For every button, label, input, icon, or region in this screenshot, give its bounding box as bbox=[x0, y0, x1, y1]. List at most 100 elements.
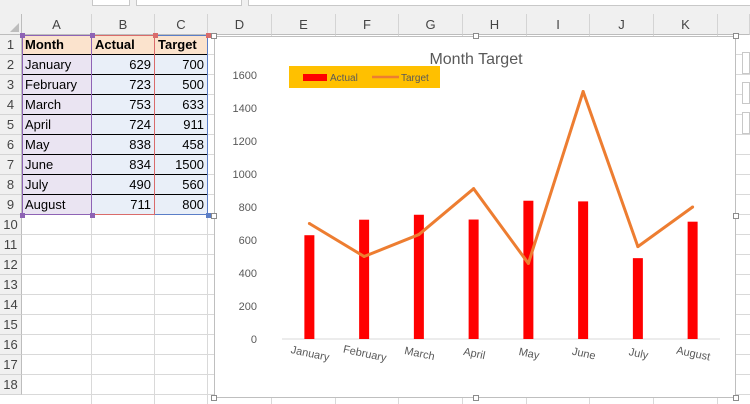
column-header-d[interactable]: D bbox=[208, 14, 272, 35]
y-tick-label: 1400 bbox=[233, 103, 257, 115]
month-cell[interactable]: August bbox=[22, 195, 92, 215]
side-control[interactable] bbox=[742, 52, 750, 74]
actual-value-cell[interactable]: 629 bbox=[92, 55, 155, 75]
side-control[interactable] bbox=[742, 82, 750, 104]
target-value-cell[interactable]: 500 bbox=[155, 75, 208, 95]
target-point-february[interactable] bbox=[362, 255, 366, 258]
month-cell[interactable]: March bbox=[22, 95, 92, 115]
target-point-march[interactable] bbox=[417, 233, 421, 237]
row-header-17[interactable]: 17 bbox=[0, 355, 22, 375]
actual-value-cell[interactable]: 753 bbox=[92, 95, 155, 115]
target-value-cell[interactable]: 633 bbox=[155, 95, 208, 115]
bar-actual-january[interactable] bbox=[304, 235, 315, 339]
target-value-cell[interactable]: 1500 bbox=[155, 155, 208, 175]
row-header-18[interactable]: 18 bbox=[0, 375, 22, 395]
month-cell[interactable]: July bbox=[22, 175, 92, 195]
target-value-cell[interactable]: 560 bbox=[155, 175, 208, 195]
row-header-8[interactable]: 8 bbox=[0, 175, 22, 195]
x-tick-label: May bbox=[518, 346, 541, 362]
chart-resize-handle[interactable] bbox=[211, 213, 217, 219]
actual-value-cell[interactable]: 838 bbox=[92, 135, 155, 155]
header-cell-month[interactable]: Month bbox=[22, 35, 92, 55]
row-header-10[interactable]: 10 bbox=[0, 215, 22, 235]
chart-resize-handle[interactable] bbox=[733, 33, 739, 39]
column-header-g[interactable]: G bbox=[399, 14, 463, 35]
formula-controls-edge[interactable] bbox=[136, 0, 242, 6]
row-header-4[interactable]: 4 bbox=[0, 95, 22, 115]
column-header-e[interactable]: E bbox=[272, 14, 336, 35]
target-point-august[interactable] bbox=[691, 205, 695, 209]
bar-actual-august[interactable] bbox=[687, 221, 698, 339]
y-tick-label: 400 bbox=[239, 268, 257, 280]
row-header-16[interactable]: 16 bbox=[0, 335, 22, 355]
row-header-15[interactable]: 15 bbox=[0, 315, 22, 335]
row-header-11[interactable]: 11 bbox=[0, 235, 22, 255]
row-header-2[interactable]: 2 bbox=[0, 55, 22, 75]
chart-resize-handle[interactable] bbox=[211, 33, 217, 39]
row-header-7[interactable]: 7 bbox=[0, 155, 22, 175]
side-control[interactable] bbox=[742, 112, 750, 134]
header-cell-target[interactable]: Target bbox=[155, 35, 208, 55]
y-tick-label: 0 bbox=[251, 334, 257, 346]
actual-value-cell[interactable]: 723 bbox=[92, 75, 155, 95]
column-header-k[interactable]: K bbox=[654, 14, 718, 35]
target-value-cell[interactable]: 458 bbox=[155, 135, 208, 155]
column-header-f[interactable]: F bbox=[336, 14, 399, 35]
month-cell[interactable]: May bbox=[22, 135, 92, 155]
actual-value-cell[interactable]: 490 bbox=[92, 175, 155, 195]
bar-actual-may[interactable] bbox=[523, 200, 534, 339]
row-header-12[interactable]: 12 bbox=[0, 255, 22, 275]
chart-resize-handle[interactable] bbox=[733, 395, 739, 401]
target-point-may[interactable] bbox=[526, 261, 530, 265]
column-header-h[interactable]: H bbox=[463, 14, 527, 35]
target-value-cell[interactable]: 800 bbox=[155, 195, 208, 215]
row-header-14[interactable]: 14 bbox=[0, 295, 22, 315]
chart-legend[interactable]: Actual Target bbox=[289, 66, 440, 88]
chart-resize-handle[interactable] bbox=[473, 395, 479, 401]
column-header-c[interactable]: C bbox=[155, 14, 208, 35]
header-cell-actual[interactable]: Actual bbox=[92, 35, 155, 55]
actual-value-cell[interactable]: 724 bbox=[92, 115, 155, 135]
target-point-january[interactable] bbox=[307, 222, 311, 225]
bar-actual-july[interactable] bbox=[632, 258, 643, 339]
bar-actual-march[interactable] bbox=[413, 214, 424, 339]
row-header-13[interactable]: 13 bbox=[0, 275, 22, 295]
month-cell[interactable]: January bbox=[22, 55, 92, 75]
target-value-cell[interactable]: 911 bbox=[155, 115, 208, 135]
column-header-j[interactable]: J bbox=[590, 14, 654, 35]
month-cell[interactable]: June bbox=[22, 155, 92, 175]
bar-actual-april[interactable] bbox=[468, 219, 479, 339]
formula-input-edge[interactable] bbox=[248, 0, 750, 6]
chart-resize-handle[interactable] bbox=[473, 33, 479, 39]
actual-value-cell[interactable]: 711 bbox=[92, 195, 155, 215]
x-tick-label: January bbox=[290, 344, 331, 364]
target-point-april[interactable] bbox=[472, 187, 476, 191]
legend-label-actual: Actual bbox=[330, 73, 358, 84]
month-cell[interactable]: April bbox=[22, 115, 92, 135]
column-header-b[interactable]: B bbox=[92, 14, 155, 35]
row-header-3[interactable]: 3 bbox=[0, 75, 22, 95]
target-point-july[interactable] bbox=[636, 245, 640, 249]
x-tick-label: April bbox=[462, 346, 486, 362]
row-header-5[interactable]: 5 bbox=[0, 115, 22, 135]
bar-actual-february[interactable] bbox=[359, 219, 370, 339]
row-header-6[interactable]: 6 bbox=[0, 135, 22, 155]
select-all-corner[interactable] bbox=[0, 14, 22, 35]
target-value-cell[interactable]: 700 bbox=[155, 55, 208, 75]
target-series-line[interactable] bbox=[308, 90, 694, 265]
name-box-edge[interactable] bbox=[92, 0, 130, 6]
bar-actual-june[interactable] bbox=[578, 201, 589, 339]
column-header-i[interactable]: I bbox=[527, 14, 590, 35]
chart-resize-handle[interactable] bbox=[211, 395, 217, 401]
column-header-overflow[interactable] bbox=[718, 14, 750, 35]
x-tick-label: August bbox=[675, 345, 711, 364]
month-cell[interactable]: February bbox=[22, 75, 92, 95]
combo-chart[interactable]: Month Target Actual Target 0 200 400 600 800… bbox=[211, 33, 739, 401]
legend-label-target: Target bbox=[401, 73, 429, 84]
actual-value-cell[interactable]: 834 bbox=[92, 155, 155, 175]
target-point-june[interactable] bbox=[581, 90, 585, 93]
row-header-1[interactable]: 1 bbox=[0, 35, 22, 55]
column-header-a[interactable]: A bbox=[22, 14, 92, 35]
chart-resize-handle[interactable] bbox=[733, 213, 739, 219]
row-header-9[interactable]: 9 bbox=[0, 195, 22, 215]
